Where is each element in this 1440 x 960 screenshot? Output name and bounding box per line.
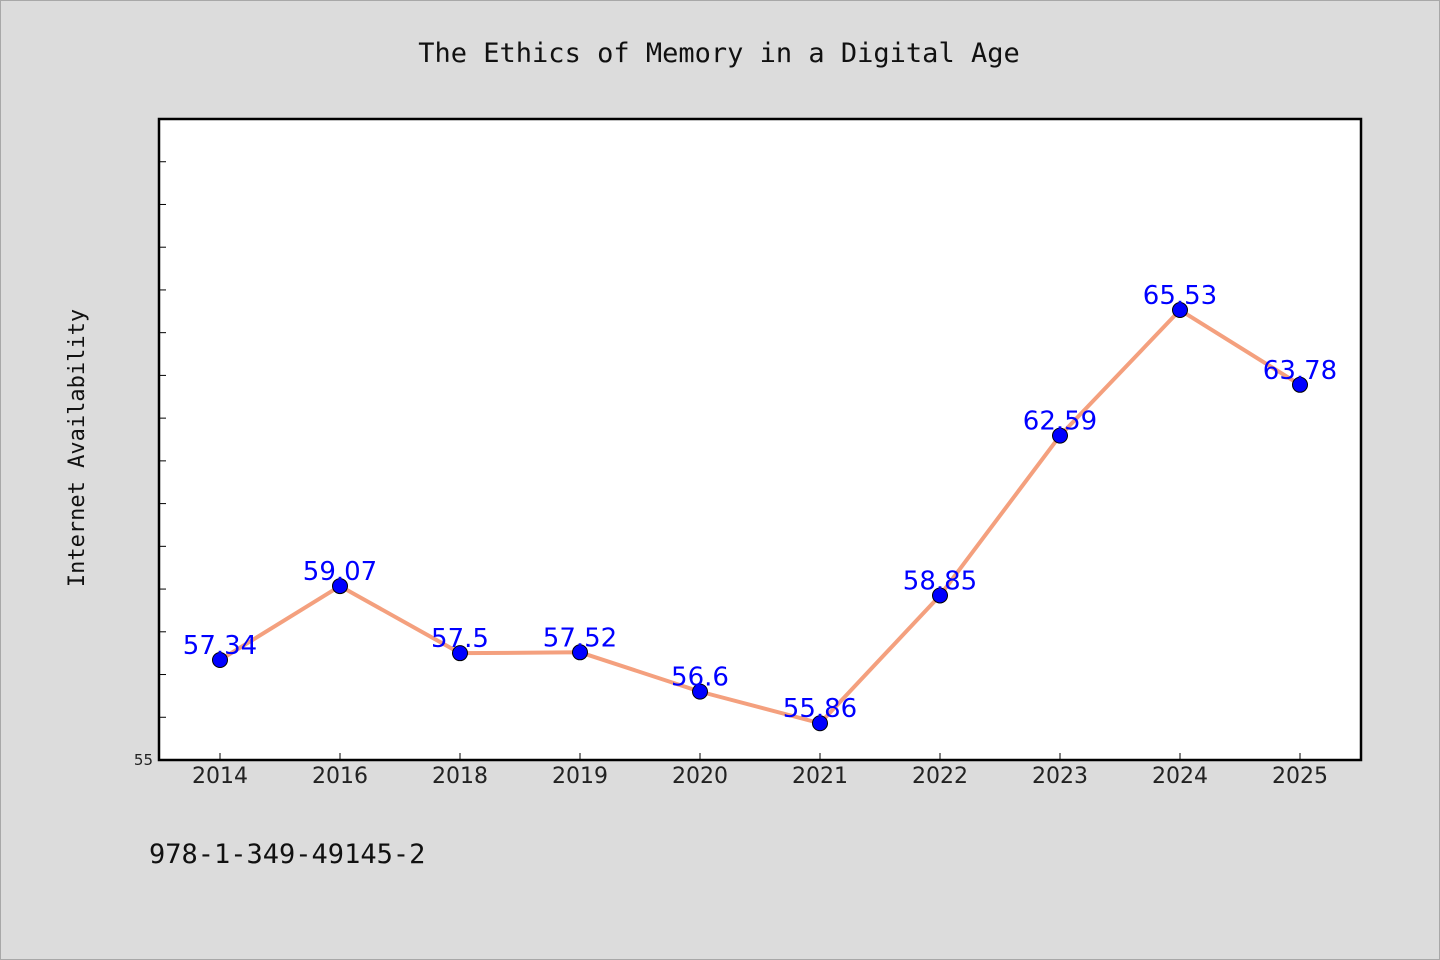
x-tick-label: 2025 — [1272, 764, 1328, 789]
y-axis-label: Internet Availability — [65, 309, 90, 587]
data-label: 57.52 — [543, 623, 617, 653]
data-point — [1172, 302, 1188, 319]
x-tick-label: 2016 — [312, 764, 368, 789]
y-tick-label: 55 — [134, 751, 153, 769]
series-group — [212, 302, 1308, 732]
data-label: 57.34 — [183, 631, 257, 661]
data-label: 63.78 — [1263, 356, 1337, 386]
series-line — [218, 308, 1302, 726]
x-tick-label: 2014 — [192, 764, 248, 789]
x-tick-label: 2021 — [792, 764, 848, 789]
data-point — [572, 644, 588, 661]
data-point — [1052, 427, 1068, 444]
data-label: 55.86 — [783, 694, 857, 724]
x-tick-label: 2023 — [1032, 764, 1088, 789]
data-point — [692, 683, 708, 700]
data-point — [452, 645, 468, 662]
data-label: 65.53 — [1143, 281, 1217, 311]
x-tick-label: 2019 — [552, 764, 608, 789]
x-tick-label: 2022 — [912, 764, 968, 789]
chart-title: The Ethics of Memory in a Digital Age — [418, 38, 1019, 69]
data-point — [332, 578, 348, 595]
data-point — [1292, 376, 1308, 393]
x-tick-label: 2020 — [672, 764, 728, 789]
y-axis-ticks: 55 — [134, 161, 166, 769]
data-point — [812, 715, 828, 732]
data-label: 58.85 — [903, 566, 977, 596]
plot-area — [157, 117, 1363, 762]
x-axis-ticks: 2014 2016 2018 2019 2020 2021 2022 2023 2024 2025 — [192, 753, 1328, 789]
data-label: 56.6 — [671, 663, 729, 693]
data-point — [932, 587, 948, 604]
data-label: 59.07 — [303, 557, 377, 587]
x-tick-label: 2024 — [1152, 764, 1208, 789]
data-label: 57.5 — [431, 624, 489, 654]
data-label: 62.59 — [1023, 407, 1097, 437]
isbn-text: 978-1-349-49145-2 — [149, 839, 425, 870]
x-tick-label: 2018 — [432, 764, 488, 789]
data-point — [212, 652, 228, 669]
data-labels: 57.34 59.07 57.5 57.52 56.6 55.86 58.85 62.59 65… — [183, 281, 1337, 724]
